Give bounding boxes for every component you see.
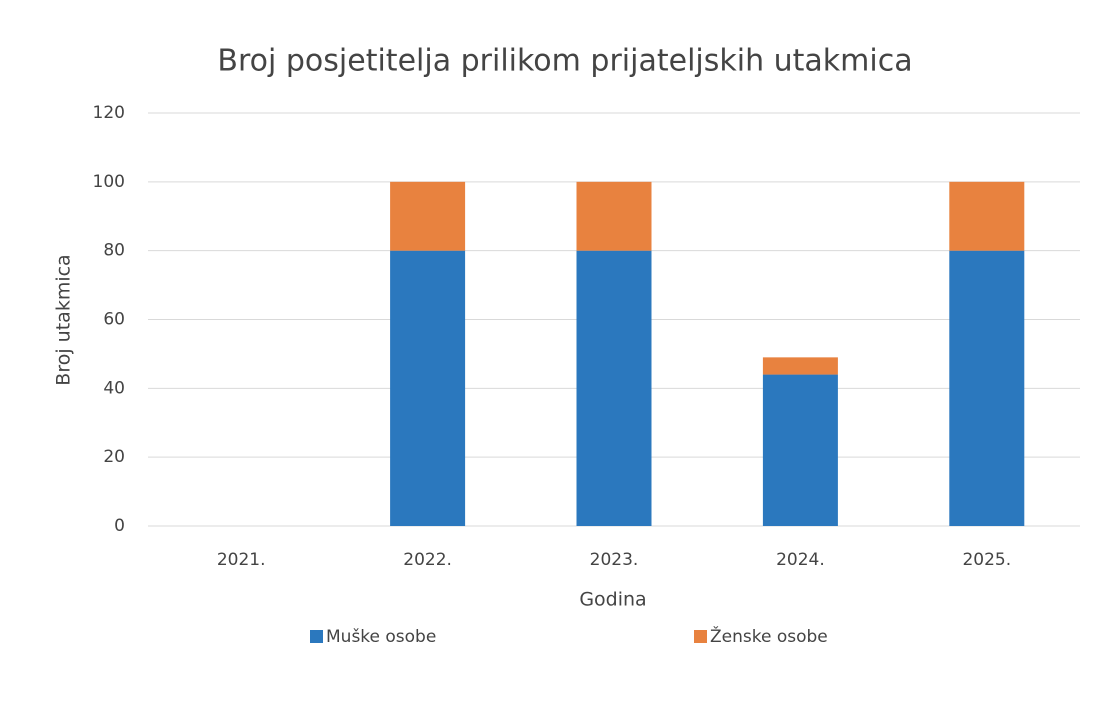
bar-segment bbox=[576, 181, 652, 251]
bar-segment bbox=[949, 250, 1025, 526]
legend-swatch bbox=[694, 630, 707, 643]
x-tick-label: 2023. bbox=[590, 550, 639, 570]
y-axis-label: Broj utakmica bbox=[53, 254, 75, 385]
y-tick-label: 80 bbox=[103, 241, 125, 261]
legend-swatch bbox=[310, 630, 323, 643]
bar-segment bbox=[390, 181, 466, 251]
x-tick-label: 2022. bbox=[403, 550, 452, 570]
bar-segment bbox=[576, 250, 652, 526]
bar-segment bbox=[762, 374, 838, 526]
y-tick-label: 120 bbox=[93, 103, 125, 123]
legend-label: Muške osobe bbox=[326, 627, 436, 647]
x-tick-label: 2021. bbox=[217, 550, 266, 570]
bar-segment bbox=[949, 181, 1025, 251]
chart-title: Broj posjetitelja prilikom prijateljskih… bbox=[217, 44, 912, 79]
y-tick-label: 60 bbox=[103, 310, 125, 330]
y-tick-label: 40 bbox=[103, 378, 125, 398]
x-tick-label: 2025. bbox=[962, 550, 1011, 570]
bar-segment bbox=[390, 250, 466, 526]
x-axis-label: Godina bbox=[579, 589, 646, 611]
bar-segment bbox=[762, 357, 838, 375]
legend-label: Ženske osobe bbox=[710, 625, 828, 647]
x-tick-label: 2024. bbox=[776, 550, 825, 570]
y-tick-label: 100 bbox=[93, 172, 125, 192]
y-tick-label: 0 bbox=[114, 516, 125, 536]
y-tick-label: 20 bbox=[103, 447, 125, 467]
